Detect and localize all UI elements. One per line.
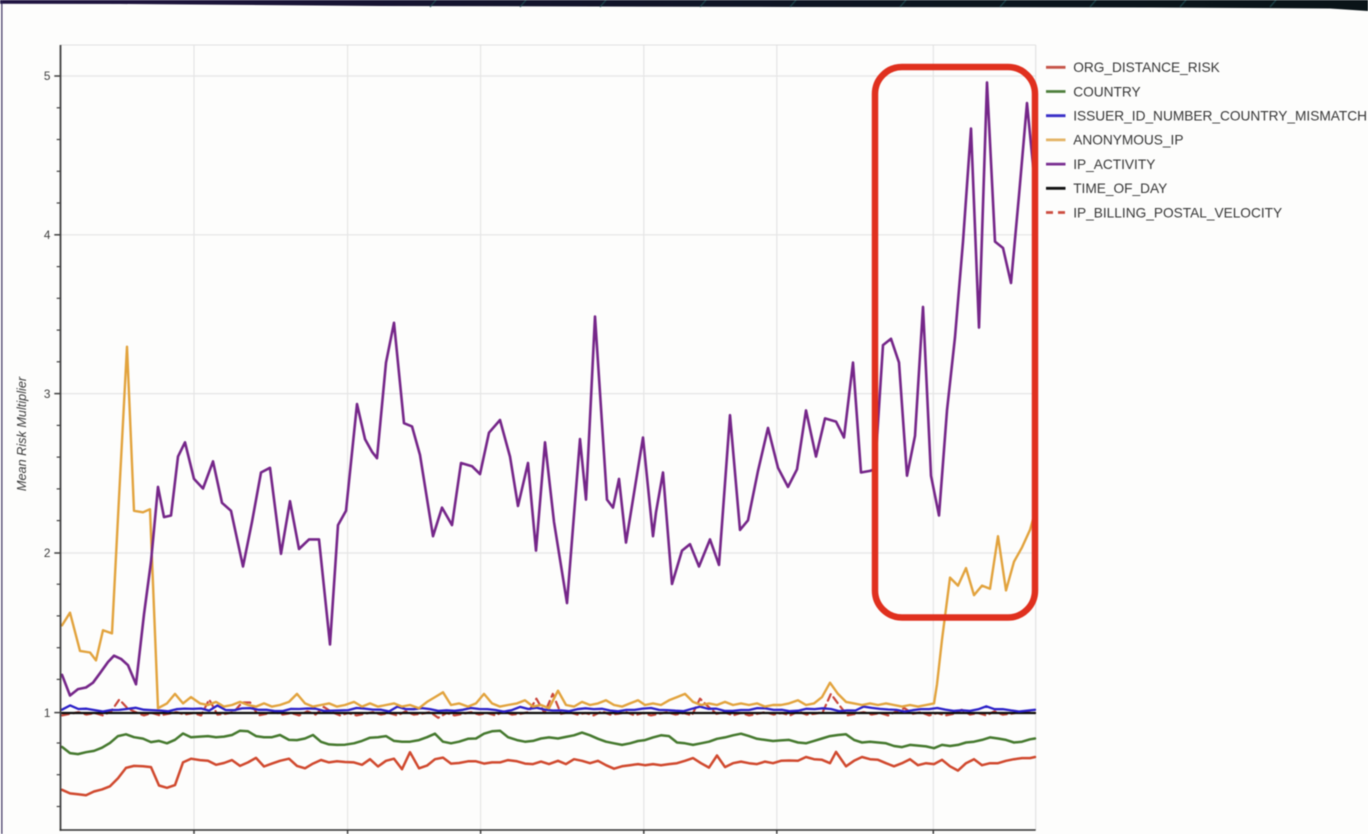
svg-text:2: 2 bbox=[44, 546, 51, 560]
svg-text:ANONYMOUS_IP: ANONYMOUS_IP bbox=[1073, 133, 1183, 148]
svg-text:3: 3 bbox=[44, 387, 51, 401]
svg-text:ORG_DISTANCE_RISK: ORG_DISTANCE_RISK bbox=[1073, 60, 1220, 75]
svg-text:ISSUER_ID_NUMBER_COUNTRY_MISMA: ISSUER_ID_NUMBER_COUNTRY_MISMATCH bbox=[1073, 109, 1367, 124]
svg-text:4: 4 bbox=[44, 228, 51, 242]
svg-text:COUNTRY: COUNTRY bbox=[1073, 84, 1140, 99]
svg-text:1: 1 bbox=[44, 706, 51, 720]
svg-text:IP_ACTIVITY: IP_ACTIVITY bbox=[1073, 157, 1155, 172]
svg-text:5: 5 bbox=[44, 69, 51, 83]
svg-text:TIME_OF_DAY: TIME_OF_DAY bbox=[1073, 181, 1167, 196]
svg-text:IP_BILLING_POSTAL_VELOCITY: IP_BILLING_POSTAL_VELOCITY bbox=[1073, 205, 1282, 220]
svg-text:Mean Risk Multiplier: Mean Risk Multiplier bbox=[15, 376, 29, 491]
